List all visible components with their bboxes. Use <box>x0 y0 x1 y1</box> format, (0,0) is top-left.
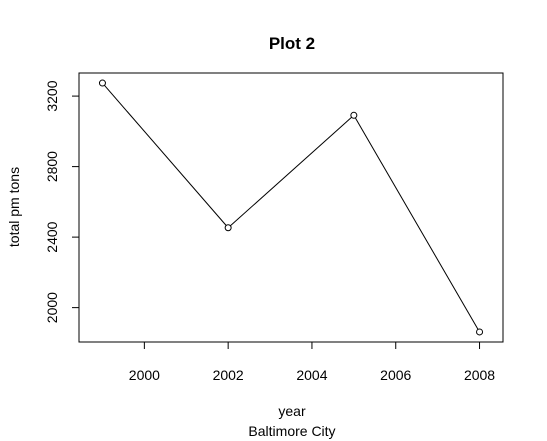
y-tick-label: 3200 <box>44 80 60 111</box>
data-point <box>224 224 232 232</box>
series-line-segment <box>354 117 479 330</box>
y-tick-label: 2800 <box>44 151 60 182</box>
x-axis-label: year <box>278 403 306 419</box>
x-tick-label: 2008 <box>464 367 495 383</box>
chart-title: Plot 2 <box>269 34 315 53</box>
series-line-segment <box>104 84 227 226</box>
x-tick-label: 2000 <box>129 367 160 383</box>
y-axis-label: total pm tons <box>6 167 22 247</box>
x-tick-label: 2004 <box>296 367 327 383</box>
x-axis: 2000 2002 2004 2006 2008 <box>129 341 495 383</box>
series-group <box>98 79 484 336</box>
y-tick-label: 2400 <box>44 221 60 252</box>
data-point <box>98 79 106 87</box>
plot-frame <box>78 72 504 343</box>
data-point <box>476 328 484 336</box>
series-line-segment <box>230 116 352 227</box>
x-tick-label: 2002 <box>213 367 244 383</box>
y-tick-label: 2000 <box>44 292 60 323</box>
x-axis-sublabel: Baltimore City <box>248 423 335 439</box>
x-tick-label: 2006 <box>380 367 411 383</box>
y-axis: 2000 2400 2800 3200 <box>44 80 80 323</box>
data-point <box>350 111 358 119</box>
